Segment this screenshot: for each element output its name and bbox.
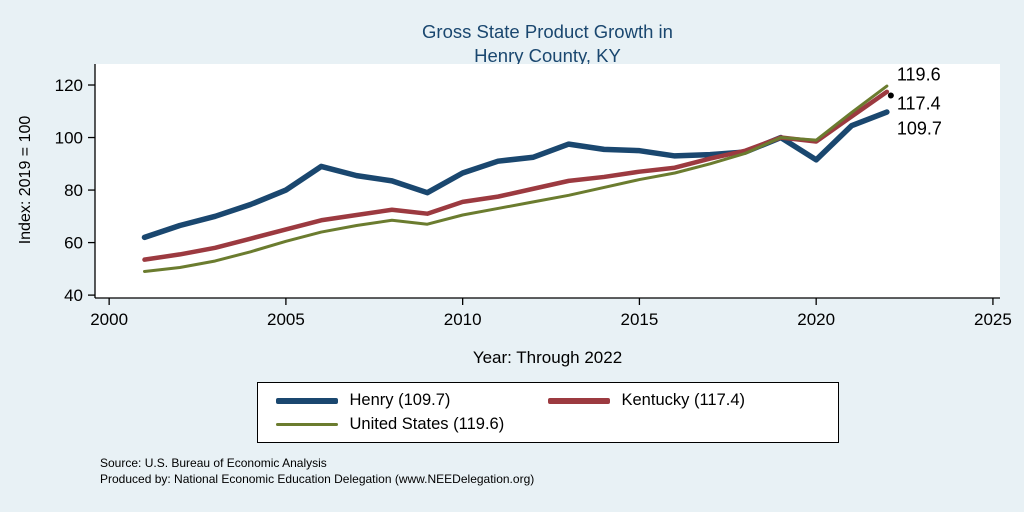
x-tick-label: 2015 <box>621 310 659 329</box>
series-end-label: 119.6 <box>897 65 941 85</box>
legend-label-kentucky: Kentucky (117.4) <box>621 391 746 409</box>
legend-box: Henry (109.7) Kentucky (117.4) United St… <box>256 382 839 443</box>
end-marker-dot <box>887 92 894 99</box>
chart-title-line2: Henry County, KY <box>474 45 621 67</box>
source-note: Source: U.S. Bureau of Economic Analysis <box>100 456 327 470</box>
legend-label-united-states: United States (119.6) <box>349 415 505 433</box>
chart-title: Gross State Product Growth in Henry Coun… <box>95 20 1000 68</box>
legend-swatch-kentucky <box>547 397 610 404</box>
x-tick-label: 2020 <box>797 310 835 329</box>
line-chart: 40 60 80 100 120 2000 2005 2010 2015 2020 2025 119.… <box>55 64 1012 329</box>
y-tick-label: 120 <box>55 76 83 95</box>
legend-item-united-states: United States (119.6) <box>275 415 548 434</box>
series-line-united-states <box>142 84 889 273</box>
legend-swatch-united-states <box>275 422 338 427</box>
series-end-label: 109.7 <box>897 118 942 138</box>
x-tick-label: 2000 <box>90 310 128 329</box>
produced-by-note: Produced by: National Economic Education… <box>100 472 535 487</box>
y-tick-label: 40 <box>64 286 83 305</box>
plot-area <box>95 64 1000 298</box>
legend-item-kentucky: Kentucky (117.4) <box>547 391 820 410</box>
legend-label-henry: Henry (109.7) <box>349 391 451 409</box>
x-tick-label: 2005 <box>267 310 305 329</box>
series-end-label: 117.4 <box>897 93 941 113</box>
x-tick-label: 2010 <box>444 310 482 329</box>
y-tick-label: 60 <box>64 234 83 253</box>
legend: Henry (109.7) Kentucky (117.4) United St… <box>95 382 1000 443</box>
chart-title-line1: Gross State Product Growth in <box>422 21 673 42</box>
y-tick-label: 80 <box>64 181 83 200</box>
x-axis-label: Year: Through 2022 <box>472 348 623 367</box>
footnotes: Source: U.S. Bureau of Economic Analysis… <box>100 455 534 487</box>
y-tick-label: 100 <box>55 129 83 148</box>
x-tick-label: 2025 <box>974 310 1012 329</box>
legend-swatch-henry <box>275 397 338 404</box>
legend-item-henry: Henry (109.7) <box>275 391 548 410</box>
